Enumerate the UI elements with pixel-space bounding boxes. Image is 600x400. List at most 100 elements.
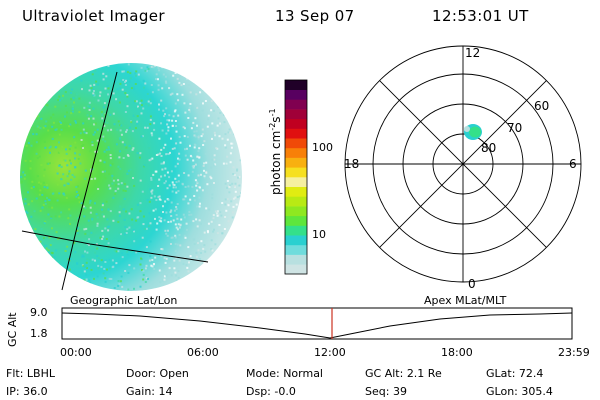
disk-speckle (78, 153, 81, 156)
disk-speckle (196, 77, 199, 80)
disk-speckle (225, 162, 228, 165)
disk-speckle (174, 165, 177, 168)
disk-speckle (111, 182, 114, 185)
disk-speckle (216, 64, 218, 67)
disk-speckle (158, 195, 161, 198)
disk-speckle (36, 175, 39, 178)
disk-speckle (101, 238, 104, 240)
disk-speckle (232, 277, 235, 280)
disk-speckle (132, 177, 134, 179)
disk-speckle (104, 261, 107, 263)
disk-speckle (55, 281, 58, 284)
disk-speckle (164, 143, 167, 146)
disk-speckle (25, 271, 28, 274)
disk-speckle (99, 91, 102, 94)
gc-alt-tick-low: 1.8 (30, 327, 48, 340)
disk-speckle (207, 231, 209, 234)
disk-speckle (173, 259, 176, 262)
disk-speckle (163, 174, 166, 177)
disk-speckle (151, 91, 154, 94)
disk-speckle (195, 218, 198, 221)
colorbar-frame (284, 79, 308, 275)
disk-speckle (216, 77, 218, 80)
disk-speckle (88, 109, 91, 111)
colorbar-cell (285, 254, 307, 265)
disk-speckle (57, 237, 60, 240)
disk-speckle (45, 120, 48, 123)
disk-speckle (157, 84, 160, 87)
disk-speckle (96, 216, 99, 219)
disk-speckle (175, 186, 177, 189)
disk-speckle (155, 170, 158, 173)
disk-speckle (124, 270, 127, 272)
disk-speckle (144, 103, 147, 106)
disk-speckle (213, 182, 215, 184)
disk-speckle (216, 212, 219, 215)
disk-speckle (50, 264, 53, 267)
disk-speckle (21, 81, 24, 84)
colorbar-cells (285, 80, 307, 275)
disk-speckle (94, 150, 97, 153)
disk-speckle (60, 165, 63, 168)
disk-speckle (101, 204, 104, 207)
disk-speckle (219, 81, 222, 84)
disk-speckle (163, 275, 166, 278)
disk-speckle (152, 66, 155, 69)
disk-speckle (165, 274, 168, 277)
disk-speckle (175, 142, 178, 145)
disk-speckle (204, 265, 207, 268)
disk-speckle (37, 90, 40, 93)
disk-speckle (117, 179, 120, 182)
disk-speckle (198, 147, 201, 150)
disk-speckle (172, 74, 175, 77)
disk-speckle (27, 203, 30, 206)
disk-speckle (211, 249, 214, 252)
disk-speckle (96, 128, 99, 131)
disk-speckle (74, 251, 77, 254)
colorbar-cell (285, 264, 307, 275)
disk-speckle (226, 186, 229, 189)
disk-speckle (33, 263, 35, 266)
disk-speckle (93, 277, 95, 280)
disk-speckle (56, 267, 59, 270)
disk-speckle (153, 195, 156, 198)
disk-speckle (106, 268, 108, 271)
disk-speckle (44, 202, 47, 205)
disk-speckle (176, 162, 179, 165)
disk-speckle (38, 181, 40, 184)
disk-speckle (187, 185, 190, 188)
disk-speckle (210, 166, 213, 169)
disk-speckle (64, 91, 67, 94)
disk-speckle (101, 117, 104, 120)
disk-speckle (121, 252, 124, 255)
disk-speckle (183, 216, 186, 219)
disk-speckle (51, 137, 54, 140)
disk-speckle (138, 156, 141, 159)
disk-speckle (129, 150, 132, 153)
disk-speckle (213, 278, 216, 281)
parallel-line (21, 230, 209, 263)
disk-speckle (40, 81, 43, 84)
disk-speckle (96, 64, 99, 67)
disk-speckle (139, 263, 142, 266)
disk-speckle (211, 67, 213, 69)
disk-speckle (120, 275, 123, 278)
disk-speckle (21, 213, 24, 216)
disk-speckle (100, 110, 103, 113)
disk-speckle (21, 86, 23, 89)
disk-speckle (117, 120, 120, 123)
disk-speckle (104, 259, 107, 262)
disk-speckle (231, 216, 234, 219)
disk-speckle (102, 202, 104, 205)
disk-speckle (145, 264, 148, 267)
disk-speckle (189, 110, 191, 113)
disk-speckle (78, 201, 81, 204)
disk-speckle (35, 94, 38, 97)
disk-speckle (197, 289, 200, 291)
disk-speckle (54, 146, 57, 149)
disk-speckle (60, 178, 63, 181)
disk-speckle (237, 242, 240, 245)
disk-speckle (134, 83, 137, 85)
disk-speckle (237, 183, 240, 186)
disk-speckle (234, 116, 237, 118)
